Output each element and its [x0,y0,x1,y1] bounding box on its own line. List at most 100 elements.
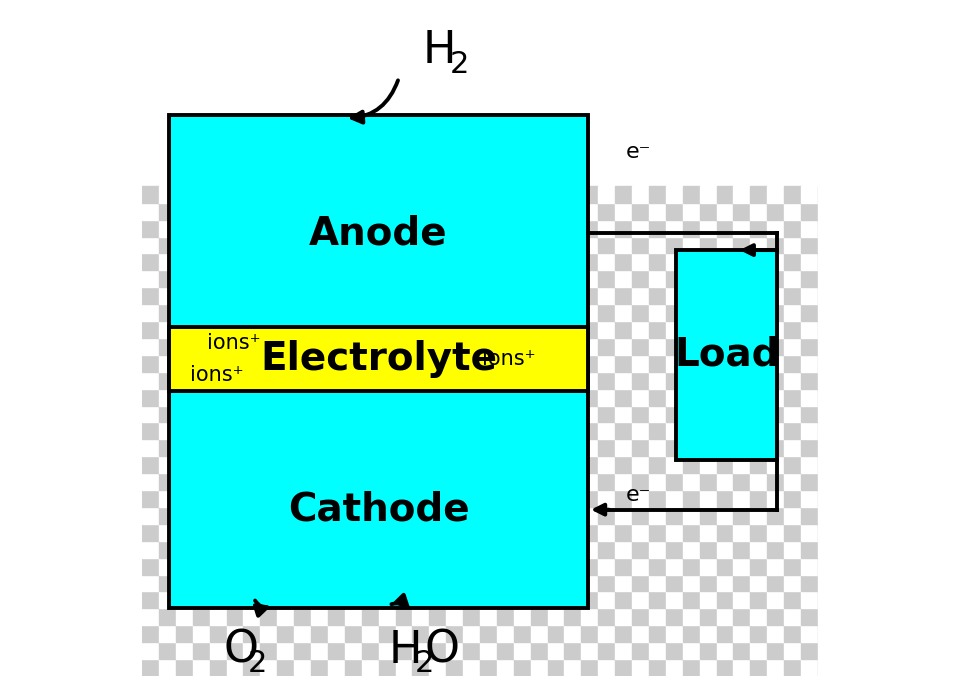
Bar [260,507,277,524]
Bar [666,338,683,355]
Text: Cathode: Cathode [288,490,469,528]
Bar [733,220,751,236]
Bar [328,575,345,591]
Bar [801,575,818,591]
Bar [159,422,176,439]
Bar [378,507,396,524]
Bar [547,439,564,456]
Bar [751,406,767,422]
Bar [396,355,413,372]
Bar [362,321,378,338]
Bar [413,321,429,338]
Bar [362,287,378,304]
Bar [378,422,396,439]
Bar [193,321,209,338]
Bar [632,659,649,676]
Bar [649,575,666,591]
Bar [446,372,463,389]
Bar [176,473,193,490]
Bar [666,287,683,304]
Bar [514,270,531,287]
Bar [784,236,801,253]
Bar [531,406,547,422]
Bar [666,473,683,490]
Bar [193,422,209,439]
Bar [159,338,176,355]
Bar [615,422,632,439]
Bar [480,389,497,406]
Bar [683,541,700,558]
Bar [531,304,547,321]
Bar [176,372,193,389]
Bar [733,625,751,642]
Bar [497,355,514,372]
Bar [413,203,429,220]
Bar [582,659,598,676]
Bar [244,422,260,439]
Bar [277,355,294,372]
Bar [362,355,378,372]
Bar [531,270,547,287]
Bar [277,642,294,659]
Bar [666,558,683,575]
Bar [193,524,209,541]
Bar [733,287,751,304]
Bar [294,406,311,422]
Bar [294,625,311,642]
Bar [429,287,446,304]
Bar [446,389,463,406]
Bar [227,439,244,456]
Bar [277,236,294,253]
Bar [582,287,598,304]
Bar [311,270,328,287]
Bar [784,524,801,541]
Bar [582,236,598,253]
Bar [666,372,683,389]
Bar [700,608,716,625]
Bar [429,355,446,372]
Bar [767,541,784,558]
Text: Electrolyte: Electrolyte [260,340,497,378]
Bar [396,507,413,524]
Bar [311,541,328,558]
Bar [733,186,751,203]
Bar [615,439,632,456]
Text: ions⁺: ions⁺ [190,365,244,385]
Bar [666,490,683,507]
Bar [700,422,716,439]
Bar [362,591,378,608]
Bar [244,524,260,541]
Bar [716,507,733,524]
Bar [801,608,818,625]
Bar [700,253,716,270]
Bar [446,287,463,304]
Bar [531,220,547,236]
Bar [378,439,396,456]
Bar [801,406,818,422]
Bar [649,220,666,236]
Bar [683,406,700,422]
Bar [598,321,615,338]
Bar [227,422,244,439]
Bar [666,439,683,456]
Bar [294,220,311,236]
Bar [446,591,463,608]
Bar [531,439,547,456]
Bar [345,372,362,389]
Bar [497,287,514,304]
Bar [547,338,564,355]
Bar [260,220,277,236]
Bar [429,575,446,591]
Bar [767,608,784,625]
Bar [311,304,328,321]
Bar [818,524,835,541]
Bar [463,490,480,507]
Bar [598,372,615,389]
Bar [784,642,801,659]
Bar [328,253,345,270]
Bar [801,625,818,642]
Bar [345,659,362,676]
Bar [514,608,531,625]
Bar [413,270,429,287]
Bar [564,642,582,659]
